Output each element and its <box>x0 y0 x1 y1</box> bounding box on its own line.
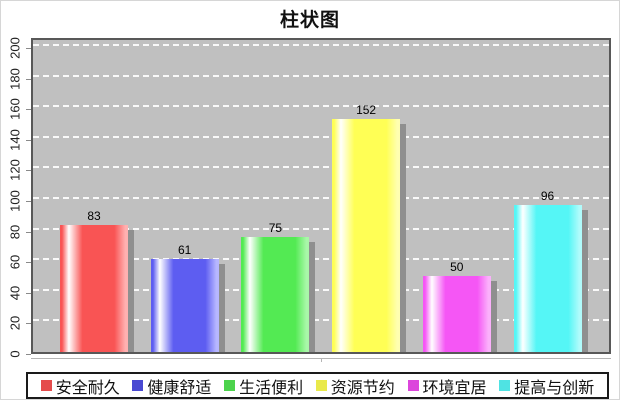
legend-swatch-icon <box>499 380 511 391</box>
bar-生活便利: 75 <box>241 221 310 352</box>
gridline-200 <box>33 44 609 46</box>
bar-value-label: 50 <box>450 259 464 274</box>
legend-item-环境宜居: 环境宜居 <box>407 374 487 398</box>
legend-swatch-icon <box>407 380 419 391</box>
gridline-80 <box>33 227 609 230</box>
bar-value-label: 96 <box>540 189 555 204</box>
legend: 安全耐久 健康舒适 生活便利 资源节约 环境宜居 提高与创新 <box>26 372 609 399</box>
gridline-140 <box>33 135 609 138</box>
legend-label: 安全耐久 <box>55 379 120 397</box>
y-axis-tick-mark <box>26 78 31 80</box>
bar-value-label: 75 <box>268 221 283 236</box>
y-axis-tick-label: 200 <box>7 37 23 59</box>
chart-title: 柱状图 <box>279 10 340 31</box>
y-axis-tick-label: 80 <box>7 224 23 239</box>
y-axis-tick-mark <box>26 139 31 141</box>
legend-label: 提高与创新 <box>514 379 595 397</box>
legend-item-提高与创新: 提高与创新 <box>499 374 594 398</box>
gridline-60 <box>33 258 609 261</box>
bar-环境宜居: 50 <box>422 260 491 352</box>
y-axis-tick-mark <box>26 170 31 172</box>
legend-label: 资源节约 <box>330 379 395 397</box>
legend-item-健康舒适: 健康舒适 <box>132 374 211 398</box>
legend-swatch-icon <box>315 380 327 391</box>
legend-label: 健康舒适 <box>147 379 212 397</box>
gridline-120 <box>33 166 609 169</box>
x-axis-center-tick <box>321 358 322 362</box>
bar-value-label: 83 <box>87 209 101 224</box>
gridline-20 <box>33 319 609 322</box>
y-axis-tick-label: 0 <box>7 350 23 358</box>
bar-提高与创新: 96 <box>513 189 582 352</box>
plot-area: 83 61 75 152 50 96 <box>31 38 611 354</box>
y-axis-tick-mark <box>26 354 31 355</box>
legend-item-生活便利: 生活便利 <box>224 374 303 398</box>
y-axis-tick-mark <box>26 201 31 202</box>
gridline-40 <box>33 288 609 291</box>
y-axis-tick-mark <box>26 109 31 111</box>
y-axis-tick-mark <box>26 48 31 49</box>
y-axis-tick-label: 40 <box>7 285 23 301</box>
y-axis-tick-mark <box>26 262 31 264</box>
gridline-160 <box>33 105 609 108</box>
gridline-180 <box>33 74 609 77</box>
legend-item-资源节约: 资源节约 <box>315 374 395 398</box>
y-axis-tick-mark <box>26 292 31 294</box>
y-axis-tick-label: 160 <box>7 98 23 121</box>
legend-label: 环境宜居 <box>422 379 487 397</box>
y-axis-tick-mark <box>26 323 31 325</box>
y-axis-tick-label: 20 <box>7 316 23 331</box>
bar-资源节约: 152 <box>332 103 401 352</box>
bar-安全耐久: 83 <box>60 209 128 352</box>
bar-健康舒适: 61 <box>150 243 219 352</box>
y-axis-tick-mark <box>26 231 31 233</box>
legend-label: 生活便利 <box>239 379 304 397</box>
bar-value-label: 61 <box>178 242 192 257</box>
y-axis-tick-label: 120 <box>7 159 23 182</box>
legend-item-安全耐久: 安全耐久 <box>40 374 120 398</box>
gridline-100 <box>33 197 609 199</box>
legend-swatch-icon <box>132 380 144 391</box>
y-axis-tick-label: 100 <box>7 190 23 212</box>
legend-swatch-icon <box>224 380 236 391</box>
y-axis-tick-label: 140 <box>7 128 23 151</box>
y-axis-tick-label: 60 <box>7 254 23 270</box>
bar-value-label: 152 <box>356 103 377 118</box>
legend-swatch-icon <box>40 380 52 391</box>
y-axis-tick-label: 180 <box>7 67 23 90</box>
